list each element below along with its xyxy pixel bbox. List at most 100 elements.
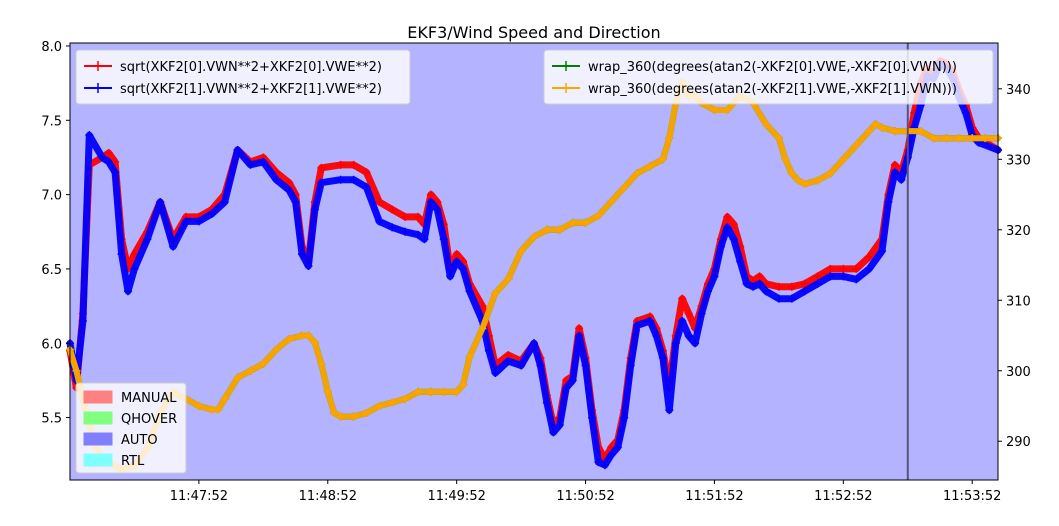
mode-swatch [83,411,113,425]
data-point [652,331,661,340]
data-point [542,398,551,407]
left-y-tick-label: 8.0 [41,40,62,55]
data-point [852,275,861,284]
left-y-tick-label: 7.5 [41,114,62,129]
data-point [755,272,764,281]
right-y-tick-label: 310 [1006,294,1031,309]
data-point [156,198,165,207]
data-point [981,134,990,143]
data-point [839,155,848,164]
x-tick-label: 11:53:52 [943,489,1001,504]
chart-title: EKF3/Wind Speed and Direction [407,23,660,42]
data-point [646,162,654,171]
data-point [749,282,758,291]
right-y-tick-label: 290 [1006,435,1031,450]
legend-label: wrap_360(degrees(atan2(-XKF2[1].VWE,-XKF… [588,82,957,97]
mode-swatch [83,432,113,446]
data-point [865,253,874,262]
data-point [446,272,455,281]
data-point [729,235,738,244]
data-point [233,146,242,155]
data-point [942,134,951,143]
data-point [104,148,113,157]
data-point [787,169,796,178]
data-point [182,217,190,226]
legend-left: sqrt(XKF2[0].VWN**2+XKF2[0].VWE**2) sqrt(… [75,49,411,105]
data-point [594,211,603,220]
data-point [259,157,268,166]
data-point [117,250,126,259]
data-point [697,309,706,318]
legend-layer: sqrt(XKF2[0].VWN**2+XKF2[0].VWE**2) sqrt(… [75,49,994,474]
data-point [774,134,783,143]
data-point [452,250,461,259]
data-point [317,178,326,187]
data-point [710,105,719,114]
x-tick-label: 11:49:52 [427,489,485,504]
data-point [259,359,268,368]
data-point [852,264,861,273]
data-point [130,264,139,273]
data-point [555,421,564,430]
data-point [459,380,468,389]
data-point [246,160,255,169]
data-point [194,401,203,410]
legend-marker [93,83,103,93]
data-point [710,272,719,281]
data-point [684,309,693,318]
data-point [839,264,848,273]
data-point [865,127,874,136]
x-tick-label: 11:47:52 [170,489,228,504]
data-point [124,287,132,296]
data-point [285,186,294,195]
data-point [72,366,81,375]
data-point [671,339,680,348]
data-point [491,289,500,298]
x-tick-label: 11:52:52 [814,489,872,504]
data-point [542,225,551,234]
x-tick-label: 11:50:52 [556,489,614,504]
data-point [491,368,500,377]
data-point [871,120,880,129]
data-point [362,168,371,177]
data-point [723,105,732,114]
data-point [594,458,603,467]
data-point [890,127,899,136]
data-point [884,198,893,207]
data-point [678,316,687,325]
data-point [336,175,345,184]
data-point [607,197,616,206]
data-point [890,168,899,177]
data-point [549,428,558,437]
data-point [169,242,178,251]
data-point [736,257,745,266]
data-point [291,198,300,207]
data-point [362,409,371,418]
data-point [104,157,113,166]
data-point [626,361,635,370]
data-point [214,405,223,414]
data-point [961,108,970,117]
data-point [555,225,564,234]
series-line-4 [67,78,1001,473]
data-point [665,134,674,143]
mode-swatch [83,390,113,404]
data-point [388,205,397,214]
data-point [600,461,609,470]
axes-layer: 11:47:52 11:48:52 11:49:52 11:50:52 11:51:52… [41,40,1031,504]
data-point [723,223,732,232]
data-point [375,401,384,410]
data-point [562,383,571,392]
data-point [401,394,410,403]
data-point [401,212,410,221]
legend-marker [561,83,571,93]
data-point [220,198,229,207]
plot-background [70,43,998,480]
mode-label: RTL [121,454,145,469]
x-tick-label: 11:51:52 [685,489,743,504]
data-point [349,175,358,184]
data-point [317,163,326,172]
left-y-tick-label: 6.0 [41,337,62,352]
data-point [143,235,152,244]
